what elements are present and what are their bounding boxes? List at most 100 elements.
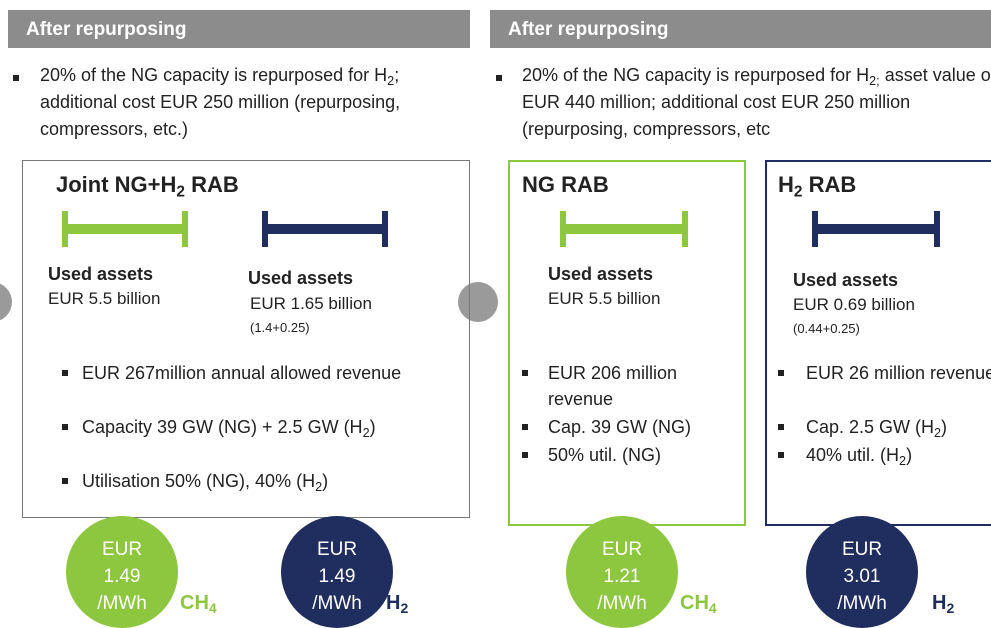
gas-label-part: 2 bbox=[400, 600, 409, 617]
intro-text-part: 20% of the NG capacity is repurposed for… bbox=[40, 65, 388, 85]
bullet bbox=[778, 452, 784, 458]
intro-text-part: asset value of EUR 440 million; addition… bbox=[522, 65, 991, 139]
tariff-line: EUR bbox=[841, 539, 883, 560]
tariff-line: 1.21 bbox=[603, 566, 641, 587]
tariff-line: 1.49 bbox=[103, 566, 141, 587]
section-header: After repurposing bbox=[8, 10, 470, 48]
tariff-line: /MWh bbox=[837, 593, 887, 614]
rab-box bbox=[22, 160, 470, 518]
tariff-line: 3.01 bbox=[843, 566, 881, 587]
bullet bbox=[778, 370, 784, 376]
tariff-circle: EUR 1.49/MWh bbox=[66, 516, 178, 628]
tariff-circle: EUR 3.01/MWh bbox=[806, 516, 918, 628]
tariff-line: /MWh bbox=[312, 593, 362, 614]
tariff-line: /MWh bbox=[97, 593, 147, 614]
box-title: NG RAB bbox=[522, 172, 609, 198]
bar-green bbox=[62, 211, 188, 247]
box-title-part: RAB bbox=[802, 172, 857, 197]
asset-label: Used assets bbox=[248, 268, 354, 288]
asset-note: (1.4+0.25) bbox=[250, 320, 310, 335]
gas-label: H2 bbox=[386, 592, 408, 615]
tariff-line: 1.49 bbox=[318, 566, 356, 587]
gas-label-part: 4 bbox=[708, 600, 717, 617]
intro-text-part: 20% of the NG capacity is repurposed for… bbox=[522, 65, 870, 85]
intro-text-part: 2; bbox=[869, 73, 880, 88]
bullet-text: EUR 206 million revenue bbox=[548, 360, 718, 412]
bullet-text: Cap. 2.5 GW (H2) bbox=[806, 414, 991, 440]
bullet-text-part: EUR 206 million revenue bbox=[548, 363, 678, 409]
bullet-text-part: 40% util. (H bbox=[806, 445, 900, 465]
box-title-part: RAB bbox=[184, 172, 239, 197]
intro-text: 20% of the NG capacity is repurposed for… bbox=[40, 62, 460, 143]
bullet-text-part: EUR 267million annual allowed revenue bbox=[82, 363, 402, 383]
rab-box bbox=[508, 160, 746, 526]
bar-navy bbox=[262, 211, 388, 247]
bullet-text: Cap. 39 GW (NG) bbox=[548, 414, 718, 440]
bullet bbox=[62, 478, 68, 484]
bullet bbox=[13, 75, 19, 81]
bullet-text-part: ) bbox=[941, 417, 948, 437]
intro-text: 20% of the NG capacity is repurposed for… bbox=[522, 62, 991, 143]
bullet-text: EUR 267million annual allowed revenue bbox=[82, 360, 412, 386]
asset-label: Used assets bbox=[48, 264, 154, 284]
gas-label: CH4 bbox=[180, 592, 217, 615]
bullet-text-part: Capacity 39 GW (NG) + 2.5 GW (H bbox=[82, 417, 363, 437]
gas-label-part: H bbox=[386, 592, 401, 614]
box-title-part: 2 bbox=[793, 183, 803, 201]
tariff-line: EUR bbox=[101, 539, 143, 560]
bullet-text-part: ) bbox=[322, 471, 329, 491]
box-title-part: NG RAB bbox=[522, 172, 609, 197]
tariff-line: /MWh bbox=[597, 593, 647, 614]
bullet-text-part: 2 bbox=[315, 479, 323, 494]
bullet-text-part: 2 bbox=[899, 453, 907, 468]
box-title-part: Joint NG+H bbox=[56, 172, 177, 197]
gas-label: CH4 bbox=[680, 592, 717, 615]
bar-navy bbox=[812, 211, 940, 247]
bullet bbox=[62, 370, 68, 376]
box-title-part: H bbox=[778, 172, 794, 197]
chevron bbox=[458, 282, 498, 322]
box-title-part: 2 bbox=[176, 183, 185, 201]
box-title: H2 RAB bbox=[778, 172, 857, 201]
gas-label: H2 bbox=[932, 592, 954, 615]
bullet-text: 40% util. (H2) bbox=[806, 442, 991, 468]
gas-label-part: CH bbox=[180, 592, 209, 614]
chevron bbox=[0, 283, 12, 321]
tariff-line: EUR bbox=[316, 539, 358, 560]
bullet bbox=[62, 424, 68, 430]
bullet-text: Utilisation 50% (NG), 40% (H2) bbox=[82, 468, 412, 494]
asset-label: Used assets bbox=[793, 270, 899, 290]
asset-value: EUR 1.65 billion bbox=[250, 294, 372, 313]
asset-value: EUR 5.5 billion bbox=[548, 289, 661, 308]
bullet-text-part: Utilisation 50% (NG), 40% (H bbox=[82, 471, 316, 491]
rab-box bbox=[765, 160, 991, 526]
bullet bbox=[522, 452, 528, 458]
gas-label-part: CH bbox=[680, 592, 709, 614]
intro-text-part: ; additional cost EUR 250 million (repur… bbox=[40, 65, 401, 139]
gas-label-part: 4 bbox=[208, 600, 217, 617]
bullet bbox=[778, 424, 784, 430]
box-title: Joint NG+H2 RAB bbox=[56, 172, 239, 201]
intro-text-part: 2 bbox=[387, 73, 395, 88]
bullet-text: 50% util. (NG) bbox=[548, 442, 718, 468]
asset-note: (0.44+0.25) bbox=[793, 321, 860, 336]
bullet-text-part: Cap. 39 GW (NG) bbox=[548, 417, 692, 437]
bullet-text: Capacity 39 GW (NG) + 2.5 GW (H2) bbox=[82, 414, 412, 440]
bullet-text: EUR 26 million revenue bbox=[806, 360, 991, 386]
bullet-text-part: Cap. 2.5 GW (H bbox=[806, 417, 935, 437]
tariff-circle: EUR 1.49/MWh bbox=[281, 516, 393, 628]
tariff-line: EUR bbox=[601, 539, 643, 560]
bar-green bbox=[560, 211, 688, 247]
asset-value: EUR 0.69 billion bbox=[793, 295, 915, 314]
bullet-text-part: ) bbox=[369, 417, 376, 437]
asset-value: EUR 5.5 billion bbox=[48, 289, 161, 308]
bullet bbox=[522, 370, 528, 376]
bullet-text-part: 2 bbox=[362, 425, 370, 440]
bullet-text-part: ) bbox=[906, 445, 913, 465]
gas-label-part: 2 bbox=[946, 600, 955, 617]
gas-label-part: H bbox=[932, 592, 947, 614]
section-header: After repurposing bbox=[490, 10, 991, 48]
bullet bbox=[522, 424, 528, 430]
